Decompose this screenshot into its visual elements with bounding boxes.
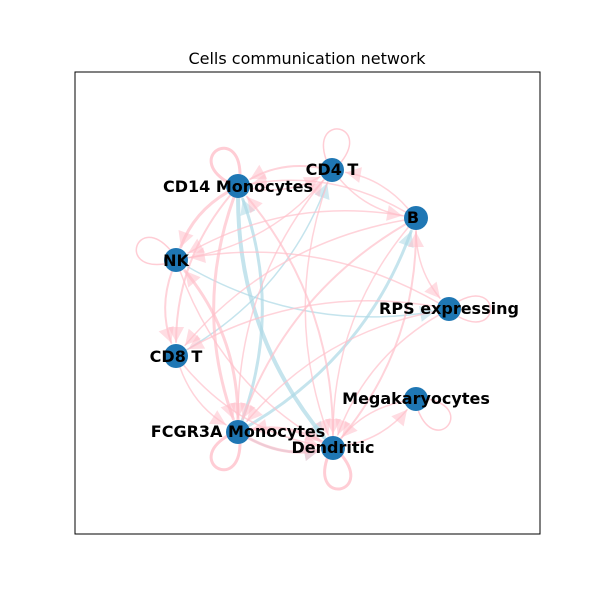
edge [229, 178, 326, 419]
node-cd8 [164, 344, 188, 368]
node-rps [437, 297, 461, 321]
node-cd14 [226, 174, 250, 198]
edge [183, 269, 240, 422]
edge [179, 366, 227, 426]
node-label-rps: RPS expressing [379, 299, 519, 318]
edge [339, 178, 403, 221]
node-cd4 [320, 158, 344, 182]
edge [344, 409, 408, 447]
node-fcgr [226, 420, 250, 444]
node-dend [321, 436, 345, 460]
figure-title: Cells communication network [188, 49, 426, 68]
node-label-cd14: CD14 Monocytes [163, 177, 313, 196]
edge [339, 231, 424, 440]
edge [178, 190, 230, 249]
node-label-mega: Megakaryocytes [342, 389, 490, 408]
edge [245, 195, 334, 437]
edges-layer [135, 128, 492, 491]
edge [187, 179, 324, 259]
node-label-cd8: CD8 T [150, 347, 203, 366]
edge [251, 173, 407, 213]
node-label-b: B [407, 208, 419, 227]
node-label-cd4: CD4 T [306, 160, 359, 179]
node-b [404, 206, 428, 230]
edge [179, 270, 322, 442]
self-loop-edge [458, 295, 492, 323]
labels-layer: CD4 T B RPS expressing Megakaryocytes Dendri… [150, 160, 519, 457]
self-loop-edge [209, 435, 242, 472]
self-loop-edge [417, 398, 452, 431]
node-label-nk: NK [163, 251, 189, 270]
self-loop-edge [209, 146, 242, 183]
node-label-fcgr: FCGR3A Monocytes [151, 422, 325, 441]
edge [249, 176, 321, 192]
edge [345, 167, 409, 210]
edge [304, 180, 331, 436]
edge [168, 194, 232, 343]
edge [187, 209, 405, 254]
self-loop-edge [322, 128, 351, 163]
axes-frame [74, 71, 541, 535]
nodes-layer [164, 158, 461, 460]
node-nk [164, 248, 188, 272]
edge [187, 300, 438, 350]
edge [184, 219, 405, 347]
self-loop-edge [323, 454, 353, 491]
self-loop-edge [135, 236, 171, 266]
node-mega [404, 387, 428, 411]
node-label-dend: Dendritic [292, 438, 375, 457]
